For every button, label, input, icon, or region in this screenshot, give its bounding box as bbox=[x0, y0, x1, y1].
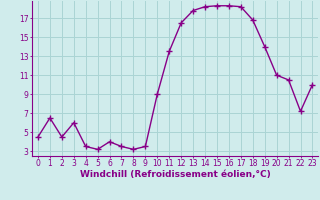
X-axis label: Windchill (Refroidissement éolien,°C): Windchill (Refroidissement éolien,°C) bbox=[80, 170, 271, 179]
